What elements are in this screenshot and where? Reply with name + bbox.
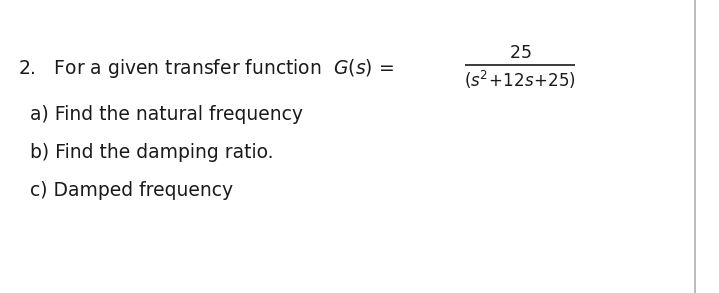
Text: b) Find the damping ratio.: b) Find the damping ratio. bbox=[30, 144, 273, 163]
Text: a) Find the natural frequency: a) Find the natural frequency bbox=[30, 105, 303, 125]
Text: c) Damped frequency: c) Damped frequency bbox=[30, 181, 233, 200]
Text: $(s^2\!+\!12s\!+\!25)$: $(s^2\!+\!12s\!+\!25)$ bbox=[464, 69, 576, 91]
Text: 2.   For a given transfer function  $G(s)$ =: 2. For a given transfer function $G(s)$ … bbox=[18, 57, 394, 79]
Text: $25$: $25$ bbox=[509, 44, 531, 62]
